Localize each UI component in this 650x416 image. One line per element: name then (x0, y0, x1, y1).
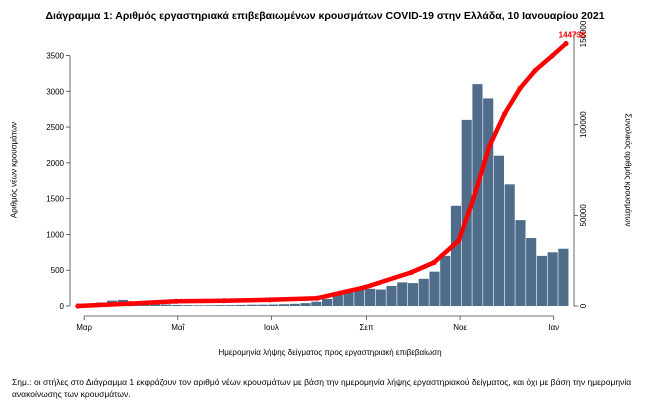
bottom-axis: Μαρ Μαΐ Ιουλ Σεπ Νοε Ιαν (76, 315, 559, 332)
bar (515, 220, 526, 306)
left-tick-label: 0 (60, 302, 65, 311)
bar (289, 303, 300, 306)
cumulative-point (314, 295, 320, 301)
cumulative-point (362, 284, 368, 290)
end-value-label: 144738 (559, 31, 586, 40)
bar (450, 205, 462, 306)
bar (483, 98, 494, 306)
cumulative-point (532, 67, 538, 73)
bar (279, 304, 290, 306)
cumulative-point (502, 111, 508, 117)
bar (429, 271, 440, 306)
bar-series (74, 84, 569, 307)
y-axis-label-right: Συνολικός αριθμός κρουσμάτων (623, 113, 633, 227)
bar (354, 288, 365, 306)
bar (300, 303, 311, 306)
cumulative-point (517, 85, 523, 91)
cumulative-point (221, 298, 227, 304)
bar (418, 278, 429, 306)
left-tick-label: 3000 (46, 87, 64, 96)
cumulative-point (549, 53, 555, 59)
bottom-tick-label: Νοε (453, 323, 467, 332)
bar (246, 304, 257, 306)
bar (407, 283, 419, 306)
bar (364, 288, 376, 306)
bar (375, 289, 386, 306)
bar (332, 294, 343, 306)
y-axis-label-left: Αριθμός νέων κρουσμάτων (9, 121, 19, 219)
left-tick-label: 3500 (46, 51, 64, 60)
bar (160, 304, 172, 306)
bar (236, 304, 247, 306)
cumulative-point (127, 301, 133, 307)
cumulative-series (75, 40, 569, 309)
cumulative-point (563, 40, 569, 47)
footnote: Σημ.: οι στήλες στο Διάγραμμα 1 εκφράζου… (12, 377, 632, 399)
cumulative-point (267, 297, 273, 303)
right-tick-label: 100000 (579, 111, 588, 138)
cumulative-point (471, 194, 477, 200)
bottom-tick-label: Μαρ (76, 323, 92, 332)
left-tick-label: 2000 (46, 159, 64, 168)
left-tick-label: 500 (51, 266, 65, 275)
cumulative-point (486, 143, 492, 149)
bar (311, 301, 322, 306)
bottom-tick-label: Ιουλ (264, 323, 279, 332)
right-tick-label: 0 (579, 303, 588, 308)
bar (182, 305, 193, 306)
bar (526, 238, 537, 306)
bar (397, 282, 408, 306)
right-axis: 0 50000 100000 150000 (573, 20, 588, 308)
bar (268, 304, 279, 306)
cumulative-point (456, 238, 462, 244)
left-tick-label: 1500 (46, 195, 64, 204)
end-label-group: 144738 (559, 31, 586, 40)
chart-title: Διάγραμμα 1: Αριθμός εργαστηριακά επιβεβ… (45, 10, 605, 22)
bar (440, 255, 451, 306)
bar (547, 252, 558, 306)
cumulative-point (431, 259, 437, 266)
bar (493, 155, 505, 306)
cumulative-point (408, 269, 414, 276)
bar (214, 305, 225, 306)
bar (225, 305, 236, 306)
cumulative-point (173, 298, 179, 304)
bar (322, 298, 333, 306)
bar (386, 285, 397, 306)
bar (203, 305, 214, 306)
bar (171, 304, 182, 306)
bar (504, 184, 515, 306)
bottom-tick-label: Μαΐ (171, 323, 185, 332)
bar (558, 248, 569, 306)
left-tick-label: 1000 (46, 230, 64, 239)
right-tick-label: 150000 (579, 20, 588, 47)
bar (193, 305, 204, 306)
cumulative-point (75, 303, 81, 309)
bar (150, 304, 161, 306)
bar (343, 290, 354, 306)
bar (472, 84, 483, 306)
bar (536, 255, 547, 306)
bottom-tick-label: Σεπ (359, 323, 374, 332)
x-axis-label: Ημερομηνία λήψης δείγματος προς εργαστηρ… (218, 348, 442, 357)
right-tick-label: 50000 (579, 204, 588, 227)
bottom-tick-label: Ιαν (548, 323, 559, 332)
left-tick-label: 2500 (46, 123, 64, 132)
bar (257, 304, 268, 306)
left-axis: 0 500 1000 1500 2000 2500 3000 3500 (46, 51, 71, 311)
